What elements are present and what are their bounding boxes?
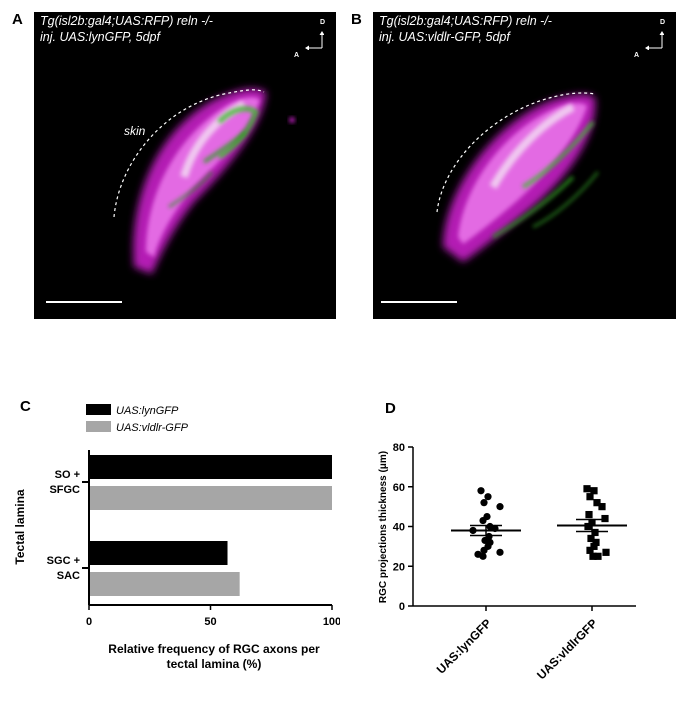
micrograph-a: Tg(isl2b:gal4;UAS:RFP) reln -/- inj. UAS… — [34, 12, 336, 319]
y-axis-label: Tectal lamina — [13, 489, 27, 564]
data-point-1-10 — [587, 534, 595, 543]
data-point-1-16 — [594, 552, 602, 560]
data-point-0-2 — [480, 499, 488, 507]
data-point-1-9 — [591, 528, 599, 537]
data-point-1-3 — [593, 499, 601, 507]
y-axis-label: RGC projections thickness (μm) — [378, 451, 389, 603]
panel-d-label: D — [385, 400, 396, 417]
data-point-1-1 — [590, 487, 598, 495]
orient-a-label-b: A — [634, 52, 640, 59]
panel-c-label: C — [20, 398, 31, 415]
micrograph-a-image — [113, 88, 295, 274]
data-point-1-5 — [585, 510, 593, 519]
data-point-1-0 — [583, 485, 591, 493]
skin-label: skin — [124, 124, 146, 138]
legend-swatch-0 — [86, 404, 111, 415]
orient-d-label-b: D — [660, 19, 666, 26]
legend-swatch-1 — [86, 421, 111, 432]
y-tick-label-2: 40 — [393, 522, 405, 534]
x-axis-label-line2: tectal lamina (%) — [167, 657, 262, 671]
data-point-1-15 — [589, 552, 597, 560]
x-axis-label-line1: Relative frequency of RGC axons per — [108, 642, 320, 656]
y-tick-label-1: 20 — [393, 561, 405, 573]
y-tick-label-3: 60 — [393, 482, 405, 494]
data-point-1-2 — [586, 493, 594, 501]
micrograph-a-title-line1: Tg(isl2b:gal4;UAS:RFP) reln -/- — [40, 14, 213, 28]
micrograph-b-image — [436, 92, 600, 262]
data-point-0-0 — [477, 487, 485, 495]
micrograph-a-title-line2: inj. UAS:lynGFP, 5dpf — [40, 30, 160, 44]
category-label-1-line2: SAC — [57, 570, 80, 582]
micrograph-b: Tg(isl2b:gal4;UAS:RFP) reln -/- inj. UAS… — [373, 12, 676, 319]
bar-chart-c: UAS:lynGFP UAS:vldlr-GFP SO + SFGC SGC + SAC 0… — [13, 404, 340, 671]
category-label-0-line1: SO + — [55, 469, 80, 481]
data-point-0-3 — [496, 503, 504, 511]
scale-bar-b — [381, 301, 457, 303]
micrograph-b-title-line1: Tg(isl2b:gal4;UAS:RFP) reln -/- — [379, 14, 552, 28]
data-point-1-6 — [601, 514, 609, 523]
data-point-0-16 — [479, 552, 487, 560]
y-tick-label-4: 80 — [393, 442, 405, 454]
x-tick-label-0: UAS:lynGFP — [434, 616, 494, 676]
y-tick-label-0: 0 — [399, 601, 405, 613]
micrograph-b-title-line2: inj. UAS:vldlr-GFP, 5dpf — [379, 30, 510, 44]
bar-1-1 — [89, 572, 240, 596]
scatter-chart-d: 0 20 40 60 80 RGC projections thickness (μm) U… — [378, 442, 636, 682]
data-point-0-1 — [484, 493, 492, 501]
category-label-0-line2: SFGC — [49, 484, 80, 496]
scale-bar-a — [46, 301, 122, 303]
orientation-arrows-a — [305, 31, 324, 50]
data-point-1-11 — [592, 538, 600, 546]
orient-d-label-a: D — [320, 19, 326, 26]
data-point-1-4 — [598, 503, 606, 511]
orient-a-label-a: A — [294, 52, 300, 59]
orientation-arrows-b — [645, 31, 664, 50]
data-point-0-13 — [480, 546, 488, 554]
bar-0-1 — [89, 486, 332, 510]
bar-1-0 — [89, 541, 228, 565]
data-point-0-5 — [479, 516, 487, 525]
category-label-1-line1: SGC + — [47, 555, 80, 567]
bar-0-0 — [89, 455, 332, 479]
legend-label-1: UAS:vldlr-GFP — [116, 422, 189, 434]
data-point-1-12 — [590, 542, 598, 550]
x-tick-label-1: UAS:vldlrGFP — [534, 616, 600, 682]
x-tick-label-1: 50 — [204, 616, 216, 628]
data-point-1-13 — [586, 546, 594, 554]
x-tick-label-0: 0 — [86, 616, 92, 628]
x-tick-label-2: 100 — [323, 616, 340, 628]
panel-a-label: A — [12, 11, 23, 28]
legend-label-0: UAS:lynGFP — [116, 405, 179, 417]
panel-b-label: B — [351, 11, 362, 28]
data-point-1-14 — [602, 548, 610, 556]
data-point-0-14 — [496, 548, 504, 556]
